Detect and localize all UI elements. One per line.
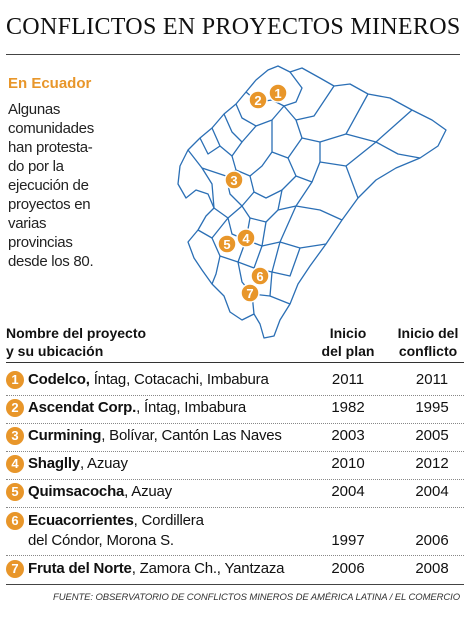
map-pin-number: 5: [223, 237, 230, 252]
row-number-badge: 4: [6, 455, 24, 473]
map-pin-number: 3: [230, 173, 237, 188]
table-row: 5 Quimsacocha, Azuay 2004 2004: [6, 482, 464, 504]
map-pin-number: 2: [254, 93, 261, 108]
header-line: y su ubicación: [6, 343, 104, 359]
project-name: Quimsacocha, Azuay: [28, 482, 172, 502]
map-pin: 4: [236, 228, 256, 248]
plan-year: 2011: [331, 371, 365, 388]
map-pin-number: 1: [274, 86, 281, 101]
row-divider: [6, 479, 464, 480]
map-pin-number: 4: [242, 231, 250, 246]
project-location: , Íntag, Imbabura: [136, 399, 247, 416]
header-line: Inicio del: [397, 325, 459, 341]
intro-line: varias: [8, 215, 47, 232]
row-number-badge: 5: [6, 483, 24, 501]
column-header-conflict: Inicio del conflicto: [392, 324, 464, 360]
project-name: Ascendat Corp., Íntag, Imbabura: [28, 398, 246, 418]
header-line: Inicio: [329, 325, 367, 341]
plan-year: 2003: [331, 427, 365, 444]
page-title: CONFLICTOS EN PROYECTOS MINEROS: [6, 14, 461, 40]
source-note: FUENTE: OBSERVATORIO DE CONFLICTOS MINER…: [53, 592, 460, 603]
map-pin: 2: [248, 90, 268, 110]
conflict-year: 2004: [415, 483, 449, 500]
title-divider: [6, 54, 460, 55]
project-title: Ascendat Corp.: [28, 399, 137, 416]
row-divider: [6, 395, 464, 396]
row-number-badge: 2: [6, 399, 24, 417]
map-pin-number: 6: [256, 269, 263, 284]
map-pin: 1: [268, 83, 288, 103]
project-name: Shaglly, Azuay: [28, 454, 128, 474]
map-pin: 3: [224, 170, 244, 190]
project-title: Fruta del Norte: [28, 560, 132, 577]
row-divider: [6, 555, 464, 556]
conflict-year: 2008: [415, 560, 449, 577]
intro-line: do por la: [8, 158, 64, 175]
row-number-badge: 7: [6, 560, 24, 578]
conflict-year: 2005: [415, 427, 449, 444]
intro-line: provincias: [8, 234, 73, 251]
map-pin-number: 7: [246, 286, 253, 301]
conflict-year: 2011: [415, 371, 449, 388]
row-divider: [6, 584, 464, 585]
country-outline: [177, 65, 447, 339]
table-row: 2 Ascendat Corp., Íntag, Imbabura 1982 1…: [6, 398, 464, 420]
intro-line: ejecución de: [8, 177, 89, 194]
subtitle: En Ecuador: [8, 75, 92, 92]
project-title: Quimsacocha: [28, 483, 125, 500]
project-location: , Azuay: [79, 455, 128, 472]
map-pin: 5: [217, 234, 237, 254]
project-location-line2: del Cóndor, Morona S.: [28, 532, 174, 549]
intro-line: han protesta-: [8, 139, 93, 156]
project-location: , Azuay: [124, 483, 172, 500]
table-row: 3 Curmining, Bolívar, Cantón Las Naves 2…: [6, 426, 464, 448]
table-row: 7 Fruta del Norte, Zamora Ch., Yantzaza …: [6, 559, 464, 581]
table-row: 4 Shaglly, Azuay 2010 2012: [6, 454, 464, 476]
plan-year: 2004: [331, 483, 365, 500]
column-header-plan: Inicio del plan: [316, 324, 380, 360]
project-name: Ecuacorrientes, Cordillera del Cóndor, Mo…: [28, 511, 204, 551]
project-location: , Bolívar, Cantón Las Naves: [101, 427, 282, 444]
conflict-year: 2006: [415, 532, 449, 549]
project-name: Curmining, Bolívar, Cantón Las Naves: [28, 426, 282, 446]
intro-line: comunidades: [8, 120, 94, 137]
map-pin: 7: [240, 283, 260, 303]
column-header-name: Nombre del proyecto y su ubicación: [6, 324, 146, 360]
intro-line: Algunas: [8, 101, 61, 118]
intro-text: Algunas comunidades han protesta- do por…: [8, 100, 128, 271]
row-divider: [6, 423, 464, 424]
row-number-badge: 6: [6, 512, 24, 530]
header-divider: [6, 362, 464, 363]
intro-line: proyectos en: [8, 196, 91, 213]
header-line: del plan: [321, 343, 375, 359]
row-divider: [6, 507, 464, 508]
header-line: Nombre del proyecto: [6, 325, 147, 341]
conflict-year: 1995: [415, 399, 449, 416]
project-title: Ecuacorrientes: [28, 512, 134, 529]
plan-year: 1982: [331, 399, 365, 416]
project-location: Íntag, Cotacachi, Imbabura: [89, 371, 269, 388]
map-pin: 6: [250, 266, 270, 286]
project-location: , Zamora Ch., Yantzaza: [131, 560, 285, 577]
table-row: 6 Ecuacorrientes, Cordillera del Cóndor, …: [6, 511, 464, 553]
table-row: 1 Codelco, Íntag, Cotacachi, Imbabura 20…: [6, 370, 464, 392]
conflict-year: 2012: [415, 455, 449, 472]
project-name: Codelco, Íntag, Cotacachi, Imbabura: [28, 370, 269, 390]
project-location: , Cordillera: [133, 512, 204, 529]
project-title: Shaglly: [28, 455, 80, 472]
project-title: Curmining: [28, 427, 102, 444]
plan-year: 2010: [331, 455, 365, 472]
row-number-badge: 1: [6, 371, 24, 389]
plan-year: 1997: [331, 532, 365, 549]
plan-year: 2006: [331, 560, 365, 577]
row-divider: [6, 451, 464, 452]
header-line: conflicto: [398, 343, 458, 359]
project-name: Fruta del Norte, Zamora Ch., Yantzaza: [28, 559, 285, 579]
row-number-badge: 3: [6, 427, 24, 445]
intro-line: desde los 80.: [8, 253, 94, 270]
ecuador-map: 1 2 3 4 5 6 7: [177, 65, 447, 339]
project-title: Codelco,: [28, 371, 90, 388]
